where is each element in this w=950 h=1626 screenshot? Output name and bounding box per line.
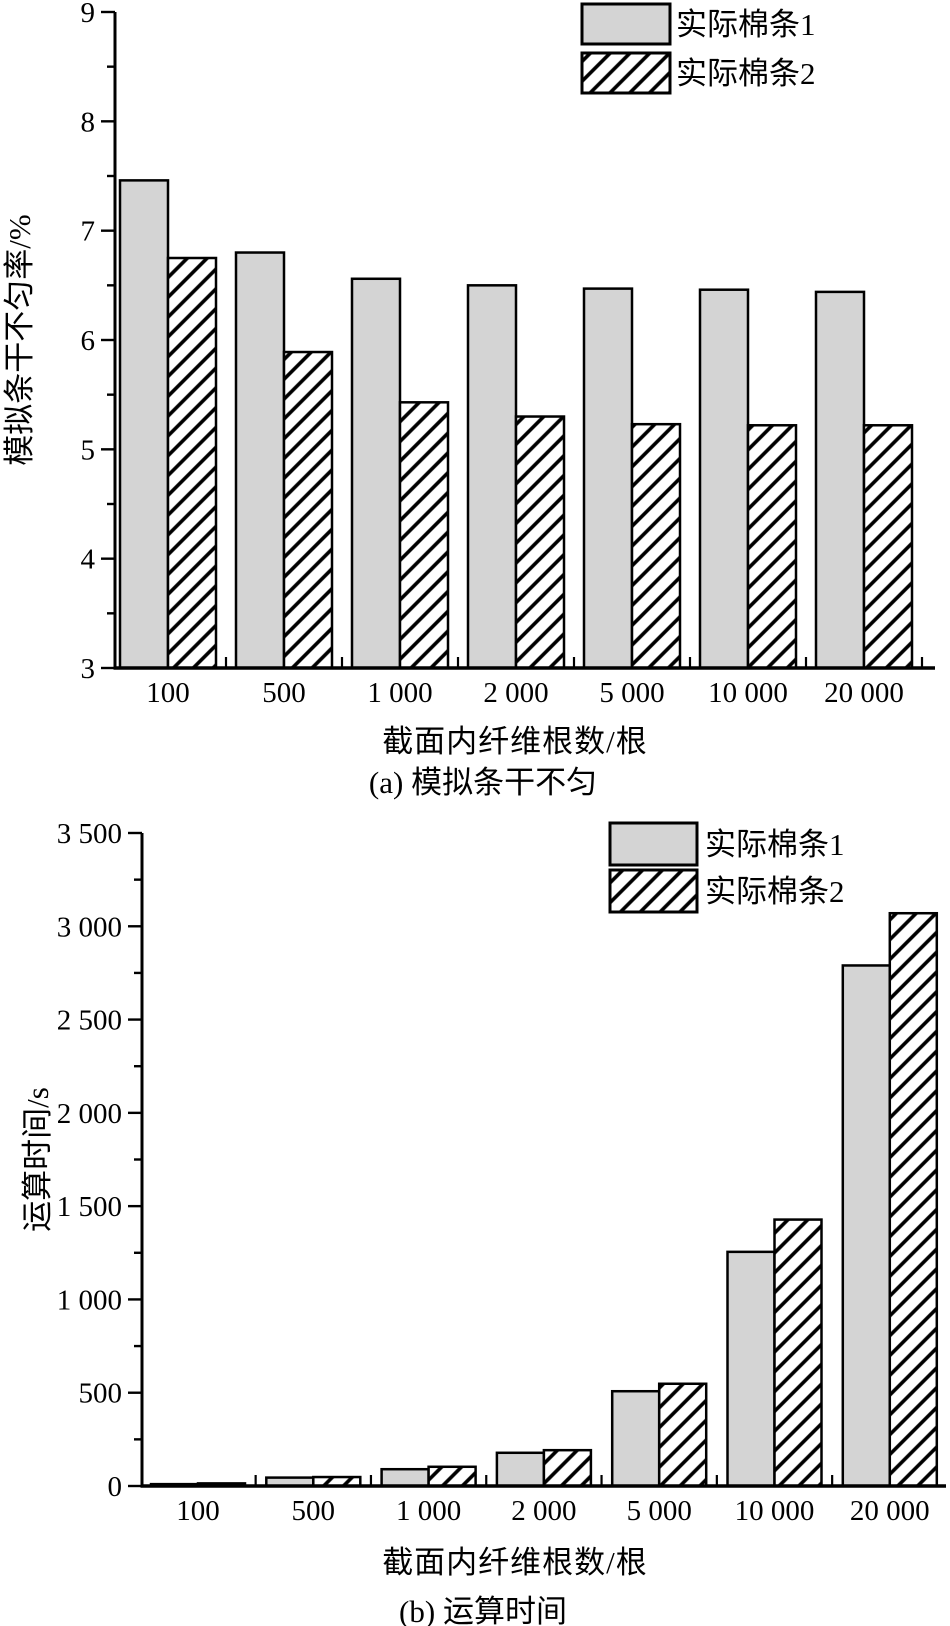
y-tick-label: 0 xyxy=(108,1471,123,1503)
bar-b-s1-5000 xyxy=(610,1389,661,1488)
y-axis-title: 运算时间/s xyxy=(20,1087,55,1232)
x-tick-label: 20 000 xyxy=(850,1495,930,1527)
bar-b-s1-1000 xyxy=(380,1467,430,1488)
y-tick-label: 9 xyxy=(81,0,96,29)
bar-b-s1-20000 xyxy=(841,964,892,1488)
bar-a-s1-500 xyxy=(234,251,286,670)
y-tick-label: 500 xyxy=(79,1378,123,1410)
y-tick-label: 2 500 xyxy=(57,1005,122,1037)
bar-b-s2-5000 xyxy=(657,1382,708,1488)
chart-a-x-axis-title: 截面内纤维根数/根 xyxy=(382,724,648,759)
bar-b-s2-2000 xyxy=(542,1448,593,1488)
bar-a-s1-5000 xyxy=(582,287,634,670)
bar-b-s2-1000 xyxy=(427,1465,477,1488)
x-tick-label: 1 000 xyxy=(396,1495,461,1527)
y-tick-label: 7 xyxy=(81,216,96,248)
x-tick-label: 5 000 xyxy=(599,677,664,709)
legend-swatch-s1 xyxy=(580,2,672,46)
x-tick-label: 2 000 xyxy=(483,677,548,709)
bar-b-s1-2000 xyxy=(495,1451,546,1488)
bar-b-s1-10000 xyxy=(726,1250,776,1488)
bar-b-s2-10000 xyxy=(773,1218,823,1488)
y-tick-label: 3 500 xyxy=(57,818,122,850)
legend-label-s1: 实际棉条1 xyxy=(705,827,845,862)
chart-b-canvas: 0 500 1 000 1 500 2 000 2 500 3 000 3 500 100 500… xyxy=(20,818,946,1527)
y-tick-label: 6 xyxy=(81,325,96,357)
y-tick-label: 2 000 xyxy=(57,1098,122,1130)
bar-a-s2-100 xyxy=(166,256,218,670)
x-tick-label: 5 000 xyxy=(627,1495,692,1527)
bar-a-s1-1000 xyxy=(350,277,402,670)
y-tick-label: 3 000 xyxy=(57,911,122,943)
legend-label-s2: 实际棉条2 xyxy=(676,56,816,91)
bar-a-s2-2000 xyxy=(514,415,566,670)
legend-label-s1: 实际棉条1 xyxy=(676,7,816,42)
x-tick-label: 1 000 xyxy=(367,677,432,709)
y-tick-label: 3 xyxy=(81,653,96,685)
x-tick-label: 20 000 xyxy=(824,677,904,709)
y-tick-label: 5 xyxy=(81,434,96,466)
bar-a-s1-100 xyxy=(118,179,170,670)
y-tick-label: 1 000 xyxy=(57,1284,122,1316)
bar-a-s2-5000 xyxy=(630,422,682,670)
bar-a-s1-2000 xyxy=(466,284,518,670)
bar-a-s2-10000 xyxy=(746,424,798,670)
x-tick-label: 10 000 xyxy=(735,1495,815,1527)
y-axis-title: 模拟条干不匀率/% xyxy=(2,214,37,465)
y-tick-label: 1 500 xyxy=(57,1191,122,1223)
legend-swatch-s2 xyxy=(608,868,699,914)
legend-label-s2: 实际棉条2 xyxy=(705,874,845,909)
x-tick-label: 2 000 xyxy=(511,1495,576,1527)
y-tick-label: 8 xyxy=(81,106,96,138)
chart-b-x-axis-title: 截面内纤维根数/根 xyxy=(382,1545,648,1580)
bar-a-s2-1000 xyxy=(398,401,450,670)
y-tick-label: 4 xyxy=(81,544,96,576)
legend-swatch-s1 xyxy=(608,821,699,867)
x-tick-label: 100 xyxy=(176,1495,220,1527)
legend-swatch-s2 xyxy=(580,51,672,95)
x-tick-label: 10 000 xyxy=(708,677,788,709)
x-tick-label: 500 xyxy=(262,677,306,709)
bar-a-s1-20000 xyxy=(814,290,866,670)
chart-a-caption: (a) 模拟条干不匀 xyxy=(368,765,598,800)
chart-b-caption: (b) 运算时间 xyxy=(399,1594,567,1626)
chart-a-canvas: 3 4 5 6 7 8 9 100 500 1 000 2 000 5 000 10 000 20 000… xyxy=(2,0,935,709)
bar-a-s2-20000 xyxy=(862,424,914,670)
x-tick-label: 500 xyxy=(292,1495,336,1527)
x-tick-label: 100 xyxy=(146,677,190,709)
bar-a-s2-500 xyxy=(282,350,334,670)
bar-a-s1-10000 xyxy=(698,288,750,670)
bar-b-s2-20000 xyxy=(888,911,939,1488)
